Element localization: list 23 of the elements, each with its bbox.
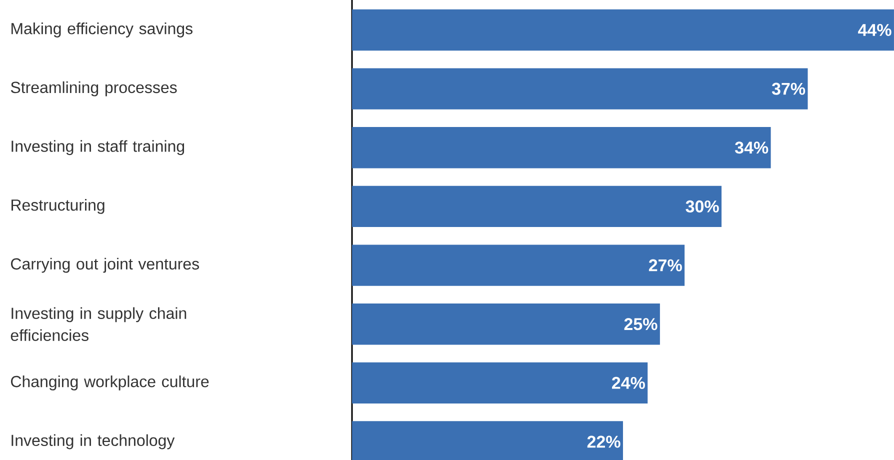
bar (352, 362, 648, 404)
bar (352, 244, 685, 286)
bar (352, 304, 660, 345)
data-label: 37% (772, 82, 806, 95)
y-tick-label: Restructuring (12, 199, 104, 214)
y-tick-label: Changing workplace culture (11, 375, 209, 390)
y-tick-label: Investing in staff training (12, 140, 184, 156)
bar (352, 186, 722, 228)
y-tick-label: Carrying out joint ventures (11, 258, 199, 273)
data-label: 30% (686, 200, 719, 212)
y-tick-label: Streamlining processes (10, 81, 177, 96)
data-label: 27% (648, 259, 682, 272)
bar (352, 9, 894, 51)
data-label: 44% (858, 24, 892, 36)
data-label: 34% (734, 142, 768, 154)
data-label: 25% (624, 318, 658, 330)
bar (352, 127, 771, 168)
y-tick-label: Investing in supply chain efficiencies (10, 307, 186, 341)
data-label: 22% (587, 436, 620, 448)
y-tick-label: Making efficiency savings (12, 22, 192, 38)
y-tick-label: Investing in technology (12, 434, 175, 450)
data-label: 24% (612, 376, 645, 389)
bar (352, 68, 808, 110)
